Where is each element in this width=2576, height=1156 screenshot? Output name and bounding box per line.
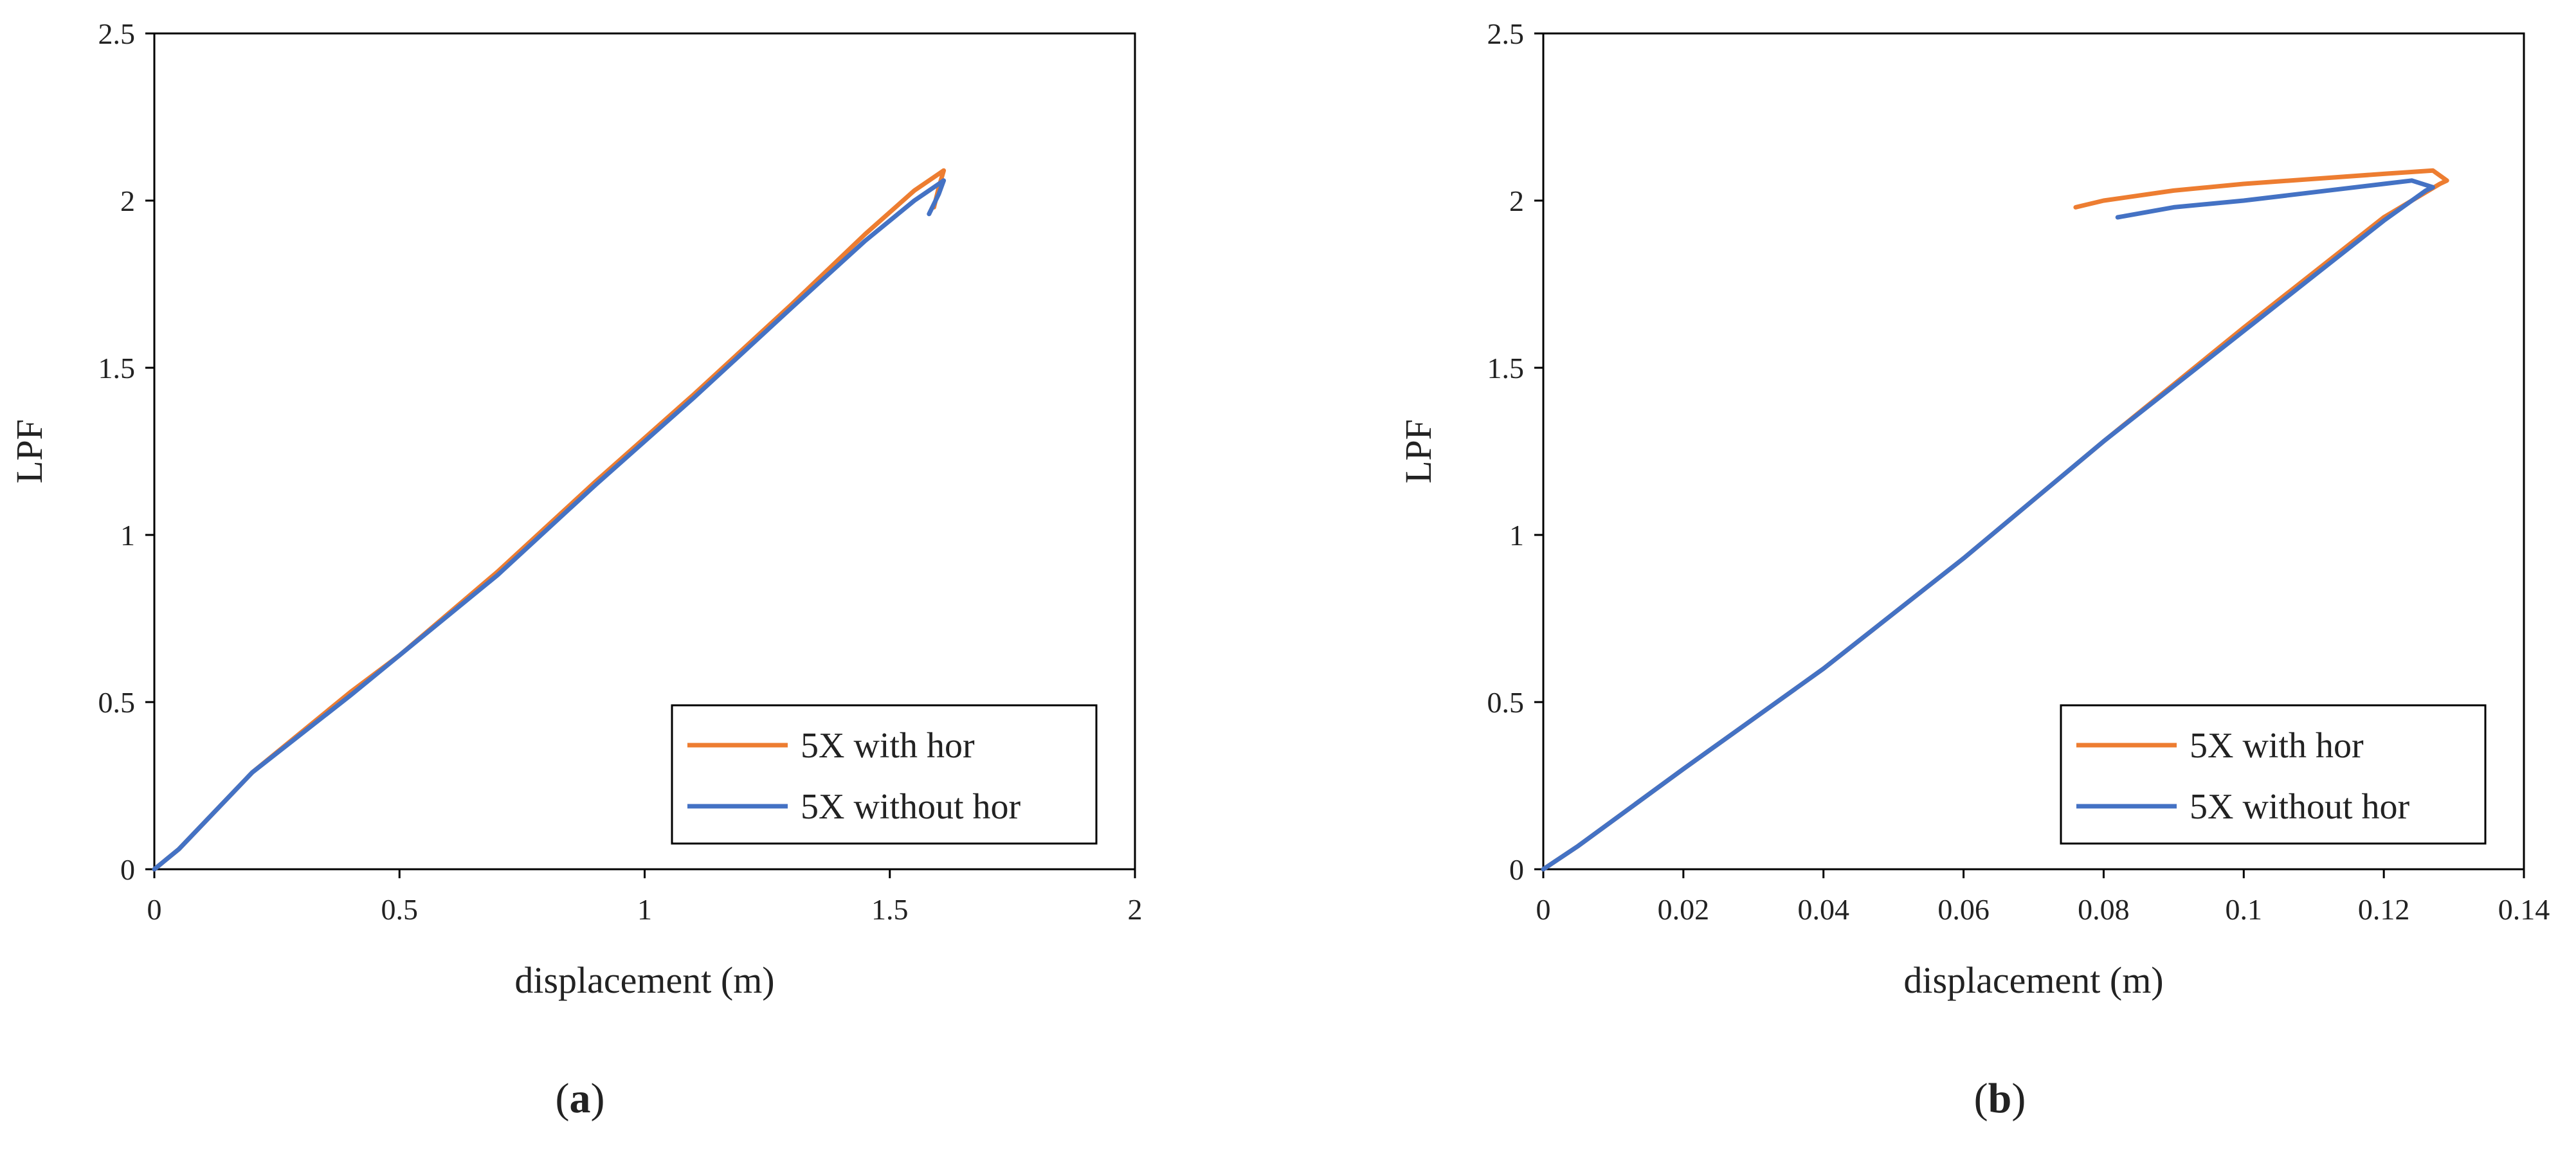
y-tick-label: 0	[1509, 853, 1524, 886]
legend-box	[671, 704, 1098, 845]
caption-open-paren: (	[1974, 1075, 1988, 1122]
y-tick-label: 2.5	[1487, 17, 1525, 50]
x-tick-label: 2	[1128, 893, 1143, 926]
legend-label-with-hor: 5X with hor	[2190, 726, 2364, 766]
plot-area	[1542, 32, 2525, 871]
series-line-without-hor	[1541, 178, 2435, 872]
series-line-without-hor	[152, 178, 947, 872]
x-axis-label: displacement (m)	[1903, 959, 2163, 1001]
x-tick-label: 0.1	[2226, 893, 2263, 926]
y-tick-label: 0	[120, 853, 135, 886]
x-tick-label: 0.12	[2358, 893, 2410, 926]
y-axis-label: LPF	[8, 419, 50, 483]
caption-close-paren: )	[2011, 1075, 2026, 1122]
y-tick-label: 0.5	[1487, 686, 1525, 719]
x-tick-label: 1.5	[871, 893, 909, 926]
panel-caption: (a)	[556, 1075, 605, 1122]
y-tick-label: 2	[120, 185, 135, 217]
x-tick-label: 0.04	[1797, 893, 1849, 926]
x-axis-label: displacement (m)	[514, 959, 774, 1001]
x-tick-label: 1	[637, 893, 652, 926]
chart-panel-a: 0 0.5 1 1.5 2 2.5 0 0.5 1 1.5 2 displacement (m) LPF…	[8, 17, 1143, 1122]
legend: 5X with hor 5X without hor	[2060, 704, 2487, 845]
x-tick-label: 0.06	[1937, 893, 1990, 926]
y-tick-label: 2.5	[98, 17, 136, 50]
y-tick-label: 1	[120, 519, 135, 552]
x-tick-label: 0.08	[2078, 893, 2130, 926]
legend-label-without-hor: 5X without hor	[2190, 787, 2410, 827]
x-tick-label: 0	[1536, 893, 1551, 926]
y-axis-label: LPF	[1397, 419, 1439, 483]
caption-letter: a	[570, 1075, 591, 1122]
y-tick-label: 1.5	[98, 352, 136, 384]
x-tick-label: 0.5	[381, 893, 419, 926]
legend-label-with-hor: 5X with hor	[801, 726, 975, 766]
caption-open-paren: (	[556, 1075, 570, 1122]
x-tick-label: 0	[147, 893, 162, 926]
legend-box	[2060, 704, 2487, 845]
x-tick-label: 0.14	[2498, 893, 2550, 926]
legend-label-without-hor: 5X without hor	[801, 787, 1021, 827]
caption-letter: b	[1988, 1075, 2012, 1122]
x-tick-label: 0.02	[1658, 893, 1710, 926]
y-tick-label: 2	[1509, 185, 1524, 217]
chart-panel-b: 0 0.5 1 1.5 2 2.5 0 0.02 0.04 0.06 0.08 0.1 0.12 0.14…	[1397, 17, 2550, 1122]
caption-close-paren: )	[591, 1075, 605, 1122]
panel-caption: (b)	[1974, 1075, 2026, 1122]
y-tick-label: 1	[1509, 519, 1524, 552]
legend: 5X with hor 5X without hor	[671, 704, 1098, 845]
y-tick-label: 1.5	[1487, 352, 1525, 384]
y-tick-label: 0.5	[98, 686, 136, 719]
